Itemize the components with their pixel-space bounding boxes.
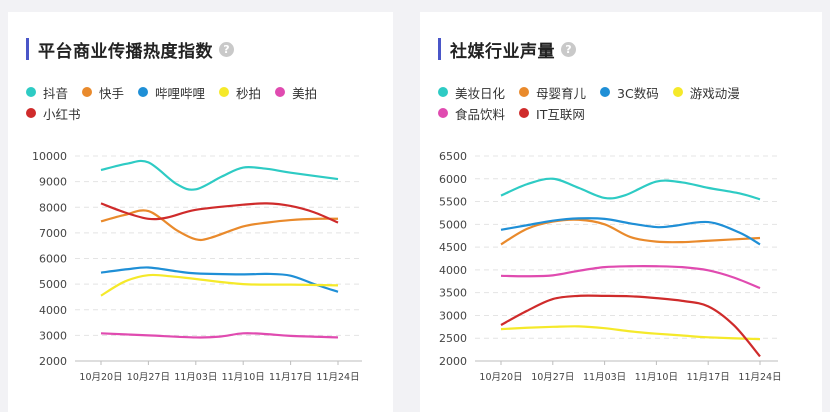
- series-line[interactable]: [500, 218, 761, 246]
- y-tick-label: 4500: [439, 241, 467, 254]
- x-tick-label: 11月24日: [316, 372, 359, 383]
- legend-dot-icon: [519, 87, 530, 97]
- legend-label: 小红书: [43, 106, 81, 122]
- series-line[interactable]: [500, 177, 761, 201]
- legend-label: 3C数码: [617, 85, 659, 101]
- x-tick-label: 10月27日: [531, 372, 574, 383]
- y-tick-label: 5000: [439, 218, 467, 231]
- legend-item[interactable]: IT互联网: [519, 105, 585, 122]
- title-accent-bar: [26, 38, 29, 60]
- legend-dot-icon: [26, 87, 36, 97]
- legend-label: 母婴育儿: [536, 85, 587, 101]
- y-tick-label: 6500: [439, 150, 467, 163]
- card-header: 平台商业传播热度指数 ?: [26, 36, 234, 62]
- y-tick-label: 5000: [39, 278, 67, 291]
- y-tick-label: 3000: [439, 309, 467, 322]
- series-line[interactable]: [100, 209, 339, 242]
- card-header: 社媒行业声量 ?: [438, 36, 576, 62]
- legend-dot-icon: [438, 108, 448, 118]
- legend-dot-icon: [672, 87, 683, 97]
- legend-label: 食品饮料: [455, 106, 506, 122]
- series-line[interactable]: [100, 266, 339, 293]
- legend-dot-icon: [26, 108, 36, 118]
- legend-item[interactable]: 快手: [82, 84, 125, 101]
- chart-legend: 美妆日化 母婴育儿 3C数码 游戏动漫食品饮料 IT互联网: [438, 84, 812, 122]
- legend-dot-icon: [82, 87, 93, 97]
- card-title: 平台商业传播热度指数: [38, 41, 213, 62]
- x-tick-label: 10月27日: [127, 372, 170, 383]
- card-title: 社媒行业声量: [450, 41, 555, 62]
- legend-dot-icon: [438, 87, 448, 97]
- series-line[interactable]: [100, 273, 339, 297]
- series-line[interactable]: [500, 294, 761, 358]
- y-tick-label: 4000: [439, 264, 467, 277]
- x-tick-label: 10月20日: [479, 372, 522, 383]
- y-tick-label: 3500: [439, 287, 467, 300]
- y-tick-label: 3000: [39, 329, 67, 342]
- y-tick-label: 2000: [39, 355, 67, 368]
- x-tick-label: 11月24日: [738, 372, 781, 383]
- legend-dot-icon: [138, 87, 149, 97]
- legend-label: 抖音: [43, 85, 69, 101]
- legend-item[interactable]: 秒拍: [219, 84, 262, 101]
- legend-item[interactable]: 母婴育儿: [519, 84, 587, 101]
- legend-item[interactable]: 美拍: [275, 84, 318, 101]
- x-tick-label: 11月03日: [583, 372, 626, 383]
- x-tick-label: 11月17日: [687, 372, 730, 383]
- x-tick-label: 11月10日: [222, 372, 265, 383]
- legend-item[interactable]: 食品饮料: [438, 105, 506, 122]
- chart-card-social-volume: 社媒行业声量 ? 美妆日化 母婴育儿 3C数码 游戏动漫食品饮料 IT互联网: [420, 12, 822, 412]
- x-tick-label: 10月20日: [79, 372, 122, 383]
- title-accent-bar: [438, 38, 441, 60]
- y-tick-label: 7000: [39, 227, 67, 240]
- y-tick-label: 2000: [439, 355, 467, 368]
- legend-label: 秒拍: [236, 85, 262, 101]
- chart-legend: 抖音 快手 哔哩哔哩 秒拍 美拍小红书: [26, 84, 383, 122]
- series-line[interactable]: [500, 265, 761, 290]
- y-tick-label: 5500: [439, 196, 467, 209]
- legend-dot-icon: [275, 87, 286, 97]
- chart-card-platform-heat: 平台商业传播热度指数 ? 抖音 快手 哔哩哔哩 秒拍 美拍小红书: [8, 12, 393, 412]
- legend-label: 快手: [99, 85, 125, 101]
- series-line[interactable]: [100, 159, 339, 191]
- help-icon[interactable]: ?: [219, 41, 234, 57]
- y-tick-label: 4000: [39, 304, 67, 317]
- legend-item[interactable]: 游戏动漫: [672, 84, 740, 101]
- series-line[interactable]: [500, 325, 761, 341]
- x-tick-label: 11月10日: [635, 372, 678, 383]
- x-tick-label: 11月17日: [269, 372, 312, 383]
- y-tick-label: 8000: [39, 201, 67, 214]
- legend-item[interactable]: 抖音: [26, 84, 69, 101]
- y-tick-label: 9000: [39, 176, 67, 189]
- legend-label: 游戏动漫: [689, 85, 740, 101]
- legend-item[interactable]: 3C数码: [600, 84, 659, 101]
- y-tick-label: 6000: [39, 253, 67, 266]
- x-tick-label: 11月03日: [174, 372, 217, 383]
- y-tick-label: 2500: [439, 332, 467, 345]
- legend-label: IT互联网: [536, 106, 585, 122]
- legend-dot-icon: [600, 87, 611, 97]
- y-tick-label: 10000: [32, 150, 67, 163]
- legend-dot-icon: [219, 87, 230, 97]
- y-tick-label: 6000: [439, 173, 467, 186]
- legend-item[interactable]: 哔哩哔哩: [138, 84, 206, 101]
- legend-label: 哔哩哔哩: [155, 85, 206, 101]
- series-line[interactable]: [100, 332, 339, 339]
- help-icon[interactable]: ?: [561, 41, 576, 57]
- legend-dot-icon: [519, 108, 530, 118]
- legend-item[interactable]: 美妆日化: [438, 84, 506, 101]
- legend-item[interactable]: 小红书: [26, 105, 81, 122]
- legend-label: 美拍: [292, 85, 318, 101]
- legend-label: 美妆日化: [455, 85, 506, 101]
- series-line[interactable]: [100, 202, 339, 224]
- series-line[interactable]: [500, 217, 761, 246]
